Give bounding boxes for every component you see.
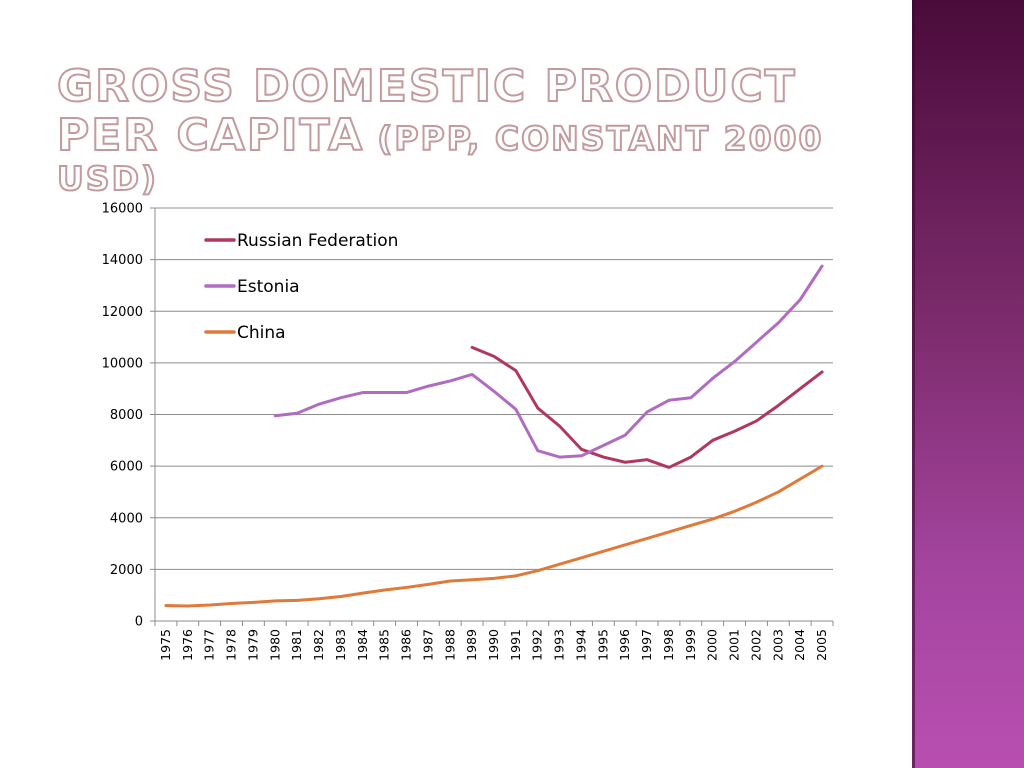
x-tick-label: 1986 [399,629,414,661]
legend-label-1: Russian Federation [237,231,398,251]
y-tick-label: 8000 [110,408,143,423]
y-tick-label: 12000 [102,305,143,320]
series-line-2 [273,264,824,459]
y-axis-ticks: 0 2000 4000 6000 8000 10000 12000 14000 16000 [102,202,155,630]
x-tick-label: 1980 [267,629,282,661]
y-tick-label: 14000 [102,253,143,268]
slide-title-main: Gross Domestic Product per Capita [56,61,797,162]
x-tick-label: 1982 [311,629,326,661]
legend-label-3: China [237,323,286,343]
legend-label-2: Estonia [237,277,300,297]
chart-gridlines [155,207,833,622]
x-tick-label: 1997 [639,629,654,661]
x-tick-label: 1992 [530,629,545,661]
x-tick-label: 1977 [202,629,217,661]
x-tick-label: 1988 [442,629,457,661]
series-line-1 [470,345,824,469]
x-tick-label: 1996 [617,629,632,661]
x-tick-label: 1976 [180,629,195,661]
y-tick-label: 0 [135,615,143,630]
chart-series [164,264,824,608]
series-line-3 [164,464,824,608]
x-tick-label: 2000 [705,629,720,661]
y-tick-label: 16000 [102,202,143,217]
x-tick-label: 1999 [683,629,698,661]
x-axis-ticks: 1975 1976 1977 1978 1979 1980 1981 1982 1983 1984… [154,621,834,661]
slide-title-sub: (PPP, constant 2000 USD) [56,119,824,198]
x-tick-label: 1989 [464,629,479,661]
x-tick-label: 2002 [748,629,763,661]
x-tick-label: 1978 [224,629,239,661]
x-tick-label: 1998 [661,629,676,661]
y-tick-label: 6000 [110,460,143,475]
x-tick-label: 1990 [486,629,501,661]
x-tick-label: 1987 [420,629,435,661]
x-tick-label: 1995 [595,629,610,661]
x-tick-label: 1991 [508,629,523,661]
x-tick-label: 1983 [333,629,348,661]
x-tick-label: 1985 [377,629,392,661]
decorative-side-band [912,0,1024,768]
x-tick-label: 1979 [245,629,260,661]
x-tick-label: 1981 [289,629,304,661]
slide-title: Gross Domestic Product per Capita (PPP, … [56,61,907,198]
x-tick-label: 1993 [552,629,567,661]
x-tick-label: 1975 [158,629,173,661]
y-tick-label: 4000 [110,511,143,526]
chart-legend: Russian Federation Estonia China [204,231,398,343]
x-tick-label: 2005 [814,629,829,661]
y-tick-label: 10000 [102,356,143,371]
y-tick-label: 2000 [110,563,143,578]
x-tick-label: 1984 [355,629,370,661]
x-tick-label: 2001 [727,629,742,661]
x-tick-label: 2003 [770,629,785,661]
x-tick-label: 2004 [792,629,807,661]
x-tick-label: 1994 [573,629,588,661]
